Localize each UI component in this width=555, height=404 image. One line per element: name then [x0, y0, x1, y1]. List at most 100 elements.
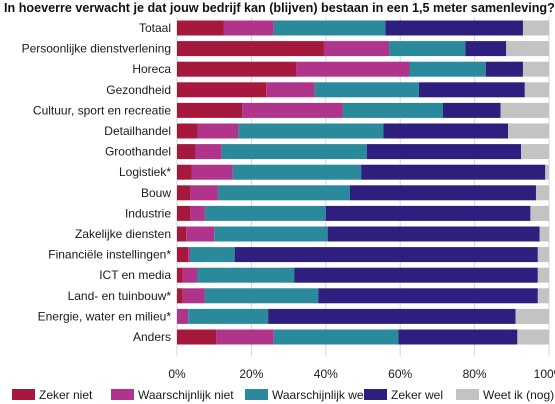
bar-segment [296, 61, 410, 77]
bar-segment [234, 247, 538, 263]
category-label: ICT en media [99, 268, 171, 282]
bar-segment [177, 20, 224, 36]
category-label: Industrie [125, 206, 171, 220]
bar-segment [177, 308, 189, 324]
bar-segment [539, 226, 549, 242]
bar-segment [323, 41, 390, 57]
x-tick-label: 20% [239, 367, 263, 381]
category-label: Detailhandel [104, 124, 171, 138]
bar-segment [537, 288, 549, 304]
legend-swatch [111, 389, 134, 400]
bar-segment [182, 288, 205, 304]
bar-segment [366, 144, 522, 160]
category-label: Persoonlijke dienstverlening [22, 42, 171, 56]
bar-segment [216, 329, 274, 345]
bar-segment [530, 205, 549, 221]
bar-segment [177, 267, 183, 283]
bar-segment [418, 82, 525, 98]
bar-segment [409, 61, 486, 77]
x-tick-label: 100% [534, 367, 555, 381]
category-label: Zakelijke diensten [75, 227, 171, 241]
legend-swatch [12, 389, 35, 400]
bar-segment [273, 20, 386, 36]
category-label: Groothandel [105, 145, 171, 159]
legend-label: Zeker niet [39, 388, 93, 402]
bar-segment [524, 82, 549, 98]
bar-segment [318, 288, 538, 304]
bar-segment [268, 308, 516, 324]
bar-segment [517, 329, 549, 345]
bar-segment [177, 288, 183, 304]
bar-segment [535, 185, 549, 201]
bar-segment [223, 20, 274, 36]
bar-segment [177, 247, 189, 263]
bar-segment [361, 164, 546, 180]
bar-segment [177, 185, 191, 201]
bar-segment [177, 82, 267, 98]
bar-segment [522, 61, 549, 77]
bar-segment [177, 102, 243, 118]
bar-segment [232, 164, 362, 180]
bar-segment [182, 267, 198, 283]
bar-segment [522, 20, 549, 36]
bar-segment [515, 308, 549, 324]
bar-segment [221, 144, 367, 160]
category-label: Land- en tuinbouw* [68, 289, 172, 303]
bar-segment [177, 329, 217, 345]
x-tick-label: 60% [388, 367, 412, 381]
bar-segment [191, 164, 233, 180]
bar-segment [188, 247, 191, 263]
category-label: Gezondheid [106, 83, 171, 97]
category-label: Cultuur, sport en recreatie [33, 103, 171, 117]
bar-segment [325, 205, 531, 221]
bar-segment [177, 144, 196, 160]
bar-segment [485, 61, 523, 77]
bar-segment [197, 123, 239, 139]
x-tick-label: 80% [463, 367, 487, 381]
x-tick-label: 0% [168, 367, 186, 381]
bar-segment [314, 82, 419, 98]
bar-segment [190, 205, 205, 221]
category-label: Anders [133, 330, 171, 344]
legend-label: Waarschijnlijk wel [272, 388, 366, 402]
bar-segments [177, 20, 549, 345]
bar-segment [537, 267, 549, 283]
bar-segment [398, 329, 518, 345]
bar-segment [177, 41, 324, 57]
bar-segment [186, 226, 215, 242]
bar-segment [177, 164, 192, 180]
bar-segment [508, 123, 549, 139]
bar-segment [188, 308, 269, 324]
bar-segment [537, 247, 549, 263]
category-label: Horeca [132, 62, 171, 76]
legend-label: Zeker wel [391, 388, 443, 402]
category-label: Energie, water en milieu* [38, 309, 172, 323]
category-label: Logistiek* [119, 165, 171, 179]
bar-segment [177, 205, 191, 221]
bar-segment [342, 102, 443, 118]
bar-segment [197, 267, 295, 283]
bar-segment [349, 185, 536, 201]
legend-label: Waarschijnlijk niet [138, 388, 234, 402]
bar-segment [273, 329, 399, 345]
bar-segment [204, 288, 319, 304]
x-axis-ticks: 0% 20% 40% 60% 80% 100% [168, 367, 555, 381]
legend: Zeker niet Waarschijnlijk niet Waarschijnl… [12, 388, 555, 402]
legend-label: Weet ik (nog) niet [483, 388, 555, 402]
chart-title: In hoeverre verwacht je dat jouw bedrijf… [4, 1, 555, 15]
bar-segment [204, 205, 326, 221]
bar-segment [266, 82, 315, 98]
bar-segment [385, 20, 523, 36]
bar-segment [545, 164, 549, 180]
bar-segment [327, 226, 540, 242]
bar-segment [177, 61, 297, 77]
bar-segment [195, 144, 222, 160]
bar-segment [506, 41, 549, 57]
bar-segment [294, 267, 538, 283]
legend-swatch [456, 389, 479, 400]
bar-segment [389, 41, 466, 57]
bar-segment [521, 144, 549, 160]
bar-segment [190, 247, 235, 263]
bar-segment [383, 123, 509, 139]
category-label: Financiële instellingen* [48, 248, 171, 262]
